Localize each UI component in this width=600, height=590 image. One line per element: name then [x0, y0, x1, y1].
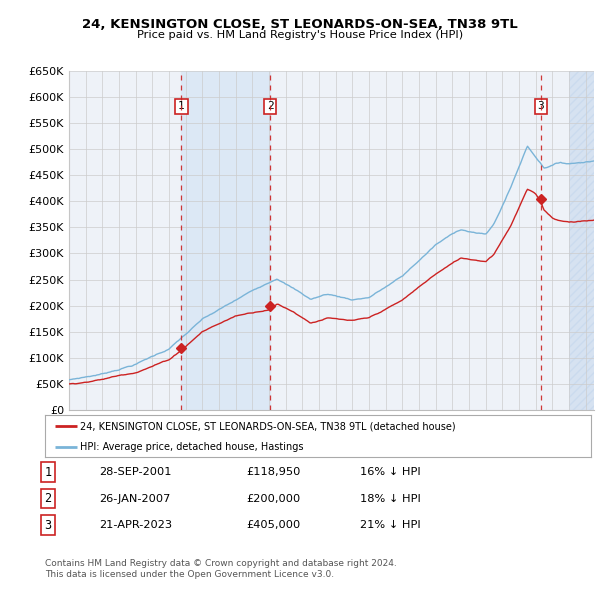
Text: 16% ↓ HPI: 16% ↓ HPI	[360, 467, 421, 477]
Text: 3: 3	[44, 519, 52, 532]
Text: Price paid vs. HM Land Registry's House Price Index (HPI): Price paid vs. HM Land Registry's House …	[137, 30, 463, 40]
Text: 24, KENSINGTON CLOSE, ST LEONARDS-ON-SEA, TN38 9TL (detached house): 24, KENSINGTON CLOSE, ST LEONARDS-ON-SEA…	[80, 421, 456, 431]
Text: £405,000: £405,000	[246, 520, 300, 530]
Text: 2: 2	[267, 101, 274, 112]
Text: 3: 3	[538, 101, 544, 112]
Bar	[569, 71, 594, 410]
Text: £118,950: £118,950	[246, 467, 301, 477]
Text: 24, KENSINGTON CLOSE, ST LEONARDS-ON-SEA, TN38 9TL: 24, KENSINGTON CLOSE, ST LEONARDS-ON-SEA…	[82, 18, 518, 31]
Bar	[181, 71, 270, 410]
Text: 1: 1	[178, 101, 185, 112]
Text: 18% ↓ HPI: 18% ↓ HPI	[360, 494, 421, 503]
Text: 26-JAN-2007: 26-JAN-2007	[99, 494, 170, 503]
Text: 1: 1	[44, 466, 52, 478]
Text: 28-SEP-2001: 28-SEP-2001	[99, 467, 172, 477]
Text: £200,000: £200,000	[246, 494, 300, 503]
Text: 21-APR-2023: 21-APR-2023	[99, 520, 172, 530]
Text: Contains HM Land Registry data © Crown copyright and database right 2024.
This d: Contains HM Land Registry data © Crown c…	[45, 559, 397, 579]
Text: 2: 2	[44, 492, 52, 505]
Text: 21% ↓ HPI: 21% ↓ HPI	[360, 520, 421, 530]
Text: HPI: Average price, detached house, Hastings: HPI: Average price, detached house, Hast…	[80, 442, 304, 451]
